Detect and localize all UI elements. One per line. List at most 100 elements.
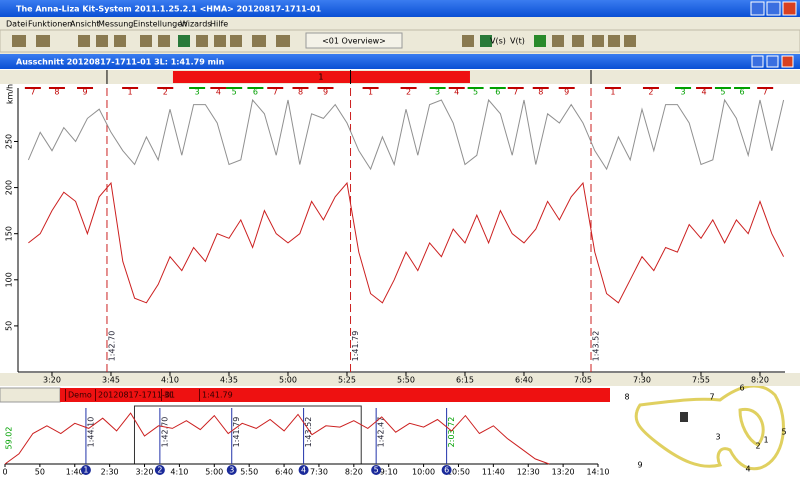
x-tick-label: 3:20 [43, 376, 61, 385]
overview-label: <01 Overview> [322, 37, 386, 46]
sector-label: 8 [538, 88, 543, 97]
overview-cell-border [199, 389, 200, 401]
overview-cell-border [95, 389, 96, 401]
menu-item[interactable]: Hilfe [210, 20, 228, 29]
sector-label: 1 [128, 88, 133, 97]
toolbar-button[interactable]: V(t) [510, 37, 525, 46]
title-bar [0, 0, 800, 17]
sector-label: 2 [406, 88, 411, 97]
trace [27, 98, 785, 171]
overview-lap-time: 2:03.72 [447, 417, 456, 448]
sector-label: 3 [435, 88, 440, 97]
sector-label: 3 [195, 88, 200, 97]
x-tick-label: 7:05 [574, 376, 592, 385]
sector-label: 5 [232, 88, 237, 97]
menu-item[interactable]: Funktionen [28, 20, 72, 29]
sector-label: 7 [513, 88, 518, 97]
lap-number: 4 [301, 466, 306, 475]
overview-trace [4, 412, 550, 465]
y-tick-label: 50 [5, 321, 14, 331]
sector-label: 6 [740, 88, 745, 97]
overview-lap-time: 1:42.70 [160, 417, 169, 448]
x-tick-label: 6:40 [515, 376, 533, 385]
sector-label: 9 [323, 88, 328, 97]
overview-x-tick-label: 2:30 [101, 468, 119, 477]
x-tick-label: 6:15 [456, 376, 474, 385]
y-tick-label: 250 [5, 134, 14, 149]
overview-x-tick-label: 6:40 [275, 468, 293, 477]
track-label: 5 [781, 428, 786, 437]
overview-x-tick-label: 12:30 [517, 468, 540, 477]
overview-lap-time: 1:42.47 [377, 417, 386, 448]
overview-x-tick-label: 8:20 [345, 468, 363, 477]
sector-label: 5 [720, 88, 725, 97]
lap-time: 1:43.52 [592, 331, 601, 362]
y-tick-label: 200 [5, 180, 14, 195]
x-tick-strip [0, 373, 800, 386]
track-label: 2 [755, 442, 760, 451]
overview-cell: 1:41.79 [202, 391, 233, 400]
track-outline [634, 384, 785, 471]
lap-badge [226, 465, 237, 475]
overview-cell: 3L [164, 391, 174, 400]
sector-label: 2 [648, 88, 653, 97]
x-tick-label: 8:20 [751, 376, 769, 385]
menu-item[interactable]: Wizards [180, 20, 211, 29]
sector-label: 4 [454, 88, 459, 97]
overview-lap-time: 1:43.52 [304, 417, 313, 448]
menu-item[interactable]: Messung [98, 20, 133, 29]
sector-label: 1 [368, 88, 373, 97]
main-panel [0, 69, 800, 381]
sector-label: 5 [473, 88, 478, 97]
menu-item[interactable]: Datei [6, 20, 27, 29]
y-tick-label: 100 [5, 272, 14, 287]
sector-label: 8 [298, 88, 303, 97]
y-unit: km/h [6, 84, 15, 104]
overview-x-tick-label: 10:50 [447, 468, 470, 477]
window-controls[interactable] [750, 1, 797, 16]
inner-controls[interactable] [751, 55, 794, 68]
overview-x-tick-label: 4:10 [170, 468, 188, 477]
toolbar-icons[interactable] [12, 35, 636, 47]
sector-label: 7 [30, 88, 35, 97]
lap-badge [298, 465, 309, 475]
sector-label: 6 [495, 88, 500, 97]
lap-badge [371, 465, 382, 475]
menu-item[interactable]: Einstellungen [133, 20, 187, 29]
overview-dropdown[interactable] [305, 32, 403, 49]
overview-cell: 20120817-1711-01 [98, 391, 175, 400]
lap-bar [172, 71, 470, 83]
menu-bar [0, 17, 800, 30]
overview-x-tick-label: 7:30 [310, 468, 328, 477]
overview-x-tick-label: 13:20 [552, 468, 575, 477]
lap-badge [441, 465, 452, 475]
sector-label: 7 [273, 88, 278, 97]
sector-label: 4 [702, 88, 707, 97]
lap-number: 5 [374, 466, 379, 475]
lap-bar-label: 1 [318, 73, 323, 82]
lap-number: 3 [229, 466, 234, 475]
track-label: 7 [709, 393, 714, 402]
overview-x-tick-label: 50 [35, 468, 45, 477]
sector-label: 7 [763, 88, 768, 97]
menu-item[interactable]: Ansicht [70, 20, 100, 29]
lap-number: 6 [444, 466, 449, 475]
sector-label: 2 [163, 88, 168, 97]
lap-time: 1:41.79 [351, 331, 360, 362]
overview-x-tick-label: 0 [2, 468, 7, 477]
x-tick-label: 5:25 [338, 376, 356, 385]
sector-label: 9 [82, 88, 87, 97]
toolbar-button[interactable]: V(s) [490, 37, 506, 46]
x-tick-label: 4:35 [220, 376, 238, 385]
track-label: 8 [624, 393, 629, 402]
overview-x-tick-label: 9:10 [380, 468, 398, 477]
lap-badge [80, 465, 91, 475]
x-tick-label: 5:00 [279, 376, 297, 385]
track-label: 3 [715, 433, 720, 442]
overview-cell-border [161, 389, 162, 401]
track-label: 4 [745, 465, 750, 474]
overview-x-tick-label: 3:20 [136, 468, 154, 477]
overview-icons [0, 387, 61, 403]
overview-x-tick-label: 14:10 [586, 468, 609, 477]
